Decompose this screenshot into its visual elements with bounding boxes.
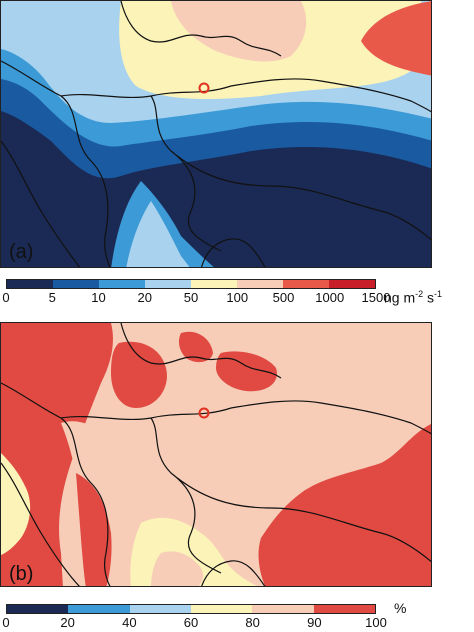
unit-label-a: ng m-2 s-1 (384, 289, 443, 306)
colorbar-tick-label: 100 (365, 615, 387, 630)
colorbar-b (6, 604, 376, 614)
unit-label-b: % (394, 600, 407, 616)
colorbar-a (6, 279, 376, 289)
colorbar-segment (145, 280, 191, 288)
colorbar-tick-label: 0 (2, 290, 10, 305)
site-marker (198, 407, 210, 419)
colorbar-segment (7, 605, 69, 613)
colorbar-segment (68, 605, 130, 613)
colorbar-segment (53, 280, 99, 288)
map-panel-a: (a) (0, 0, 432, 268)
colorbar-tick-label: 0 (2, 615, 10, 630)
percentage-map-b (1, 323, 431, 586)
colorbar-segment (7, 280, 53, 288)
emission-map-a (1, 1, 431, 267)
map-panel-b: (b) (0, 322, 432, 587)
colorbar-tick-label: 60 (183, 615, 199, 630)
colorbar-segment (313, 605, 375, 613)
colorbar-tick-label: 90 (307, 615, 322, 630)
colorbar-segment (190, 605, 253, 613)
colorbar-tick-label: 50 (183, 290, 199, 305)
colorbar-segment (191, 280, 237, 288)
site-marker (198, 82, 210, 94)
colorbar-segment (283, 280, 329, 288)
colorbar-segment (99, 280, 145, 288)
panel-label-b: (b) (9, 563, 34, 585)
colorbar-tick-label: 5 (48, 290, 56, 305)
colorbar-tick-label: 80 (245, 615, 260, 630)
colorbar-tick-label: 500 (272, 290, 295, 305)
panel-label-a: (a) (9, 241, 34, 263)
colorbar-segment (329, 280, 375, 288)
colorbar-tick-label: 20 (60, 615, 75, 630)
colorbar-tick-label: 1500 (361, 290, 391, 305)
colorbar-tick-label: 40 (122, 615, 137, 630)
colorbar-segment (129, 605, 191, 613)
colorbar-tick-label: 100 (226, 290, 249, 305)
colorbar-tick-label: 20 (137, 290, 152, 305)
colorbar-tick-label: 10 (91, 290, 106, 305)
colorbar-tick-label: 1000 (315, 290, 345, 305)
colorbar-segment (252, 605, 314, 613)
colorbar-segment (237, 280, 283, 288)
